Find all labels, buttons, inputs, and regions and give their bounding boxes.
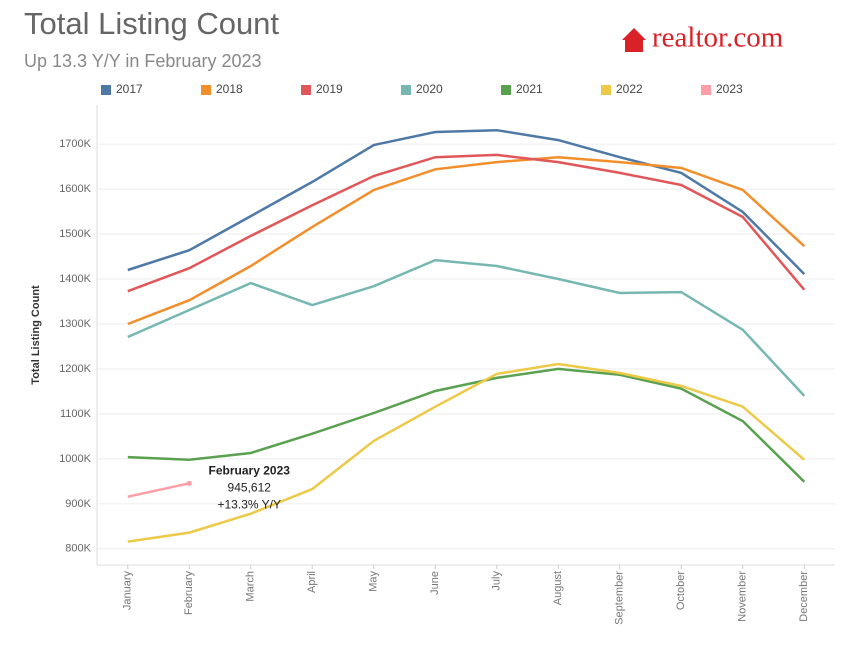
y-axis-label: Total Listing Count bbox=[30, 285, 42, 385]
y-tick-label: 900K bbox=[65, 498, 91, 510]
y-tick-label: 1000K bbox=[59, 453, 91, 465]
x-tick-label: May bbox=[368, 571, 380, 592]
annotation-title: February 2023 bbox=[209, 464, 291, 478]
legend-label: 2021 bbox=[516, 82, 543, 96]
legend-label: 2017 bbox=[116, 82, 143, 96]
x-tick-label: August bbox=[552, 571, 564, 605]
legend-label: 2022 bbox=[616, 82, 643, 96]
series-line bbox=[127, 258, 806, 397]
legend-swatch bbox=[501, 85, 511, 95]
legend-label: 2023 bbox=[716, 82, 743, 96]
legend-swatch bbox=[101, 85, 111, 95]
legend-swatch bbox=[701, 85, 711, 95]
logo-text: realtor.com bbox=[652, 22, 784, 54]
x-tick-label: October bbox=[675, 571, 687, 610]
y-tick-label: 800K bbox=[65, 543, 91, 555]
y-tick-label: 1300K bbox=[59, 318, 91, 330]
legend-swatch bbox=[401, 85, 411, 95]
logo: realtor.com bbox=[622, 22, 784, 54]
y-tick-label: 1500K bbox=[59, 228, 91, 240]
series-line bbox=[127, 362, 806, 543]
data-label: 945,612 bbox=[228, 481, 272, 495]
y-tick-label: 1100K bbox=[60, 408, 92, 420]
legend-label: 2019 bbox=[316, 82, 343, 96]
legend-label: 2018 bbox=[216, 82, 243, 96]
legend-swatch bbox=[201, 85, 211, 95]
annotation-change: +13.3% Y/Y bbox=[218, 498, 282, 512]
series-line bbox=[127, 482, 190, 498]
chart-subtitle: Up 13.3 Y/Y in February 2023 bbox=[24, 51, 262, 71]
legend-swatch bbox=[601, 85, 611, 95]
y-tick-label: 1200K bbox=[59, 363, 91, 375]
legend-swatch bbox=[301, 85, 311, 95]
x-tick-label: April bbox=[306, 571, 318, 593]
series-line bbox=[127, 367, 806, 483]
x-tick-label: July bbox=[491, 571, 503, 591]
x-tick-label: November bbox=[737, 571, 749, 622]
x-tick-label: June bbox=[429, 571, 441, 595]
x-tick-label: September bbox=[614, 571, 626, 625]
logo-icon bbox=[622, 28, 646, 52]
x-tick-label: December bbox=[798, 571, 810, 622]
x-tick-label: January bbox=[122, 571, 134, 611]
series-line bbox=[127, 153, 806, 293]
chart-title: Total Listing Count bbox=[24, 6, 279, 41]
y-tick-label: 1600K bbox=[59, 183, 91, 195]
legend-label: 2020 bbox=[416, 82, 443, 96]
point bbox=[186, 480, 192, 486]
y-tick-label: 1400K bbox=[59, 273, 91, 285]
x-tick-label: March bbox=[245, 571, 257, 602]
y-tick-label: 1700K bbox=[59, 138, 91, 150]
series-line bbox=[127, 155, 806, 326]
x-tick-label: February bbox=[183, 571, 195, 616]
series-line bbox=[127, 128, 806, 275]
